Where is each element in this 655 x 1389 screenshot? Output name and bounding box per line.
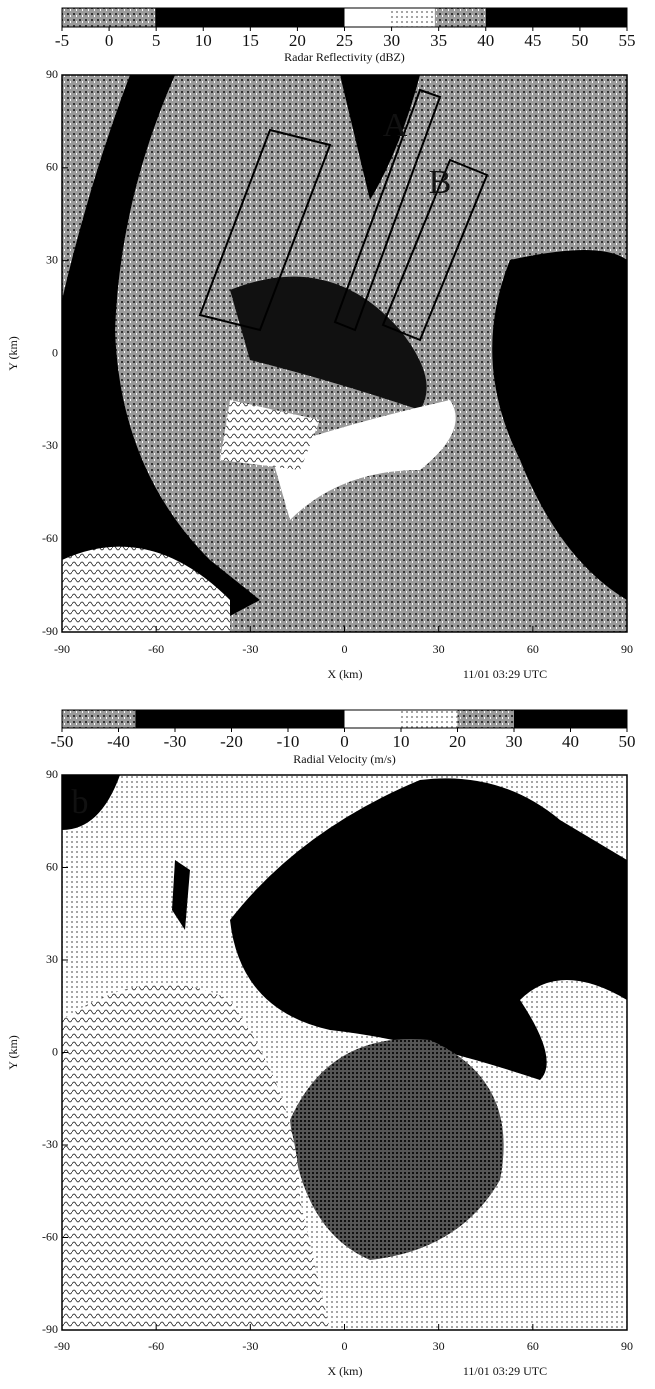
- colorbar-tick-label: -20: [220, 732, 243, 751]
- y-axis-label: Y (km): [6, 336, 20, 371]
- y-tick-label: 0: [52, 345, 58, 359]
- colorbar-tick-label: 45: [524, 31, 541, 50]
- colorbar-tick-label: 5: [152, 31, 161, 50]
- colorbar-tick-label: -5: [55, 31, 69, 50]
- x-tick-label: -30: [242, 1339, 258, 1353]
- y-tick-label: 30: [46, 252, 58, 266]
- colorbar-tick-label: 50: [571, 31, 588, 50]
- colorbar-tick-label: 35: [430, 31, 447, 50]
- colorbar-segment: [485, 8, 627, 27]
- x-tick-label: -90: [54, 642, 70, 656]
- x-tick-label: 0: [342, 1339, 348, 1353]
- colorbar-segment: [344, 8, 390, 27]
- colorbar-tick-label: 40: [477, 31, 494, 50]
- colorbar-tick-label: -40: [107, 732, 130, 751]
- colorbar-tick-label: 40: [562, 732, 579, 751]
- colorbar-segment: [457, 710, 514, 728]
- x-tick-label: 0: [342, 642, 348, 656]
- colorbar-tick-label: 55: [619, 31, 636, 50]
- colorbar-tick-label: 0: [340, 732, 349, 751]
- colorbar-tick-label: 50: [619, 732, 636, 751]
- colorbar-tick-label: 20: [449, 732, 466, 751]
- panel-annotation: A: [383, 107, 408, 144]
- y-tick-label: 0: [52, 1044, 58, 1058]
- colorbar-tick-label: 0: [105, 31, 114, 50]
- colorbar-label: Radial Velocity (m/s): [293, 752, 395, 766]
- y-tick-label: 90: [46, 767, 58, 781]
- colorbar-segment: [389, 8, 435, 27]
- x-tick-label: 60: [527, 1339, 539, 1353]
- x-tick-label: 90: [621, 642, 633, 656]
- panel-annotation: B: [429, 164, 452, 201]
- colorbar-segment: [434, 8, 486, 27]
- colorbar-tick-label: -50: [51, 732, 74, 751]
- x-tick-label: 30: [433, 1339, 445, 1353]
- x-tick-label: 30: [433, 642, 445, 656]
- x-axis-label: X (km): [328, 667, 363, 681]
- colorbar-tick-label: 20: [289, 31, 306, 50]
- colorbar-segment: [155, 8, 345, 27]
- x-tick-label: -90: [54, 1339, 70, 1353]
- colorbar-label: Radar Reflectivity (dBZ): [284, 50, 405, 64]
- x-tick-label: 90: [621, 1339, 633, 1353]
- colorbar-tick-label: 15: [242, 31, 259, 50]
- y-tick-label: -90: [42, 1322, 58, 1336]
- panel-annotation: b: [72, 784, 89, 821]
- reflectivity-image: [62, 75, 627, 632]
- colorbar-segment: [62, 8, 156, 27]
- colorbar-tick-label: -10: [277, 732, 300, 751]
- timestamp: 11/01 03:29 UTC: [463, 667, 547, 681]
- colorbar-segment: [401, 710, 458, 728]
- y-tick-label: 60: [46, 859, 58, 873]
- y-tick-label: -30: [42, 1137, 58, 1151]
- y-tick-label: 30: [46, 952, 58, 966]
- colorbar-tick-label: 25: [336, 31, 353, 50]
- y-tick-label: -60: [42, 1229, 58, 1243]
- y-tick-label: 60: [46, 160, 58, 174]
- y-tick-label: -90: [42, 624, 58, 638]
- x-tick-label: 60: [527, 642, 539, 656]
- colorbar-tick-label: 10: [393, 732, 410, 751]
- x-tick-label: -30: [242, 642, 258, 656]
- colorbar-tick-label: 30: [383, 31, 400, 50]
- y-axis-label: Y (km): [6, 1035, 20, 1070]
- colorbar-tick-label: 10: [195, 31, 212, 50]
- colorbar-tick-label: 30: [506, 732, 523, 751]
- y-tick-label: 90: [46, 67, 58, 81]
- y-tick-label: -30: [42, 438, 58, 452]
- y-tick-label: -60: [42, 531, 58, 545]
- colorbar-segment: [514, 710, 627, 728]
- x-tick-label: -60: [148, 642, 164, 656]
- colorbar-segment: [135, 710, 345, 728]
- x-axis-label: X (km): [328, 1364, 363, 1378]
- colorbar-segment: [62, 710, 136, 728]
- colorbar-segment: [344, 710, 401, 728]
- timestamp: 11/01 03:29 UTC: [463, 1364, 547, 1378]
- velocity-image: [62, 775, 627, 1330]
- x-tick-label: -60: [148, 1339, 164, 1353]
- colorbar-tick-label: -30: [164, 732, 187, 751]
